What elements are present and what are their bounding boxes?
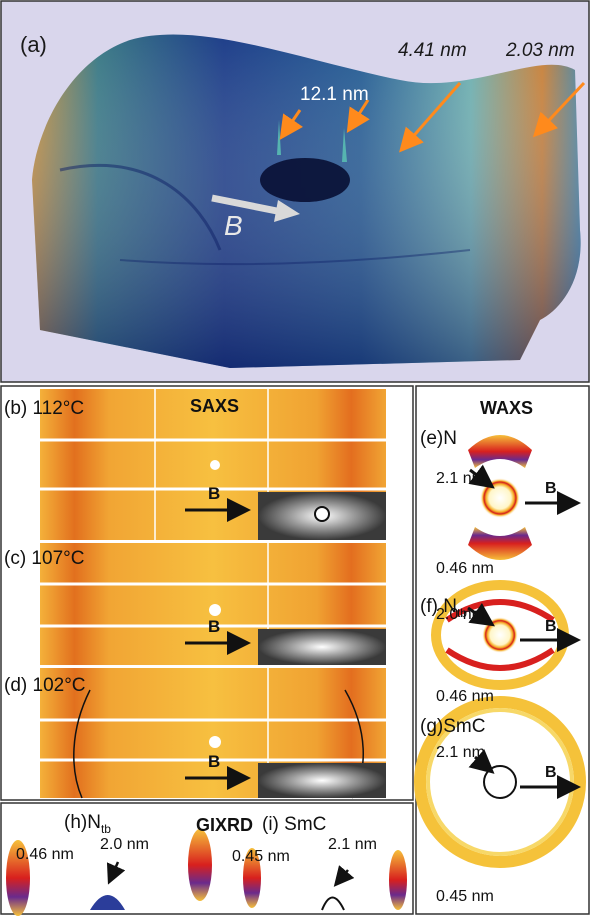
gixrd-i bbox=[243, 848, 407, 911]
waxs-e-outer: 0.46 nm bbox=[436, 560, 494, 577]
gixrd-i-outer: 0.45 nm bbox=[232, 848, 290, 865]
saxs-row-c bbox=[40, 543, 386, 665]
waxs-g bbox=[414, 696, 586, 868]
waxs-e-field: B bbox=[545, 480, 557, 497]
gixrd-h-outer: 0.46 nm bbox=[16, 846, 74, 863]
gixrd-title: GIXRD bbox=[196, 815, 254, 835]
saxs-field-d: B bbox=[208, 752, 221, 771]
arrow-441nm bbox=[399, 82, 462, 153]
peak-label-441nm: 4.41 nm bbox=[398, 40, 467, 61]
waxs-e-inner: 2.1 nm bbox=[436, 470, 485, 487]
waxs-label-g: (g)SmC bbox=[420, 716, 486, 737]
waxs-f-field: B bbox=[545, 618, 557, 635]
saxs-field-b: B bbox=[208, 484, 221, 503]
saxs-label-d: (d) 102°C bbox=[4, 675, 86, 696]
gixrd-h-inner: 2.0 nm bbox=[100, 836, 149, 853]
gixrd-label-h: (h)Ntb bbox=[64, 812, 111, 836]
waxs-title: WAXS bbox=[480, 398, 534, 418]
waxs-label-e: (e)N bbox=[420, 428, 457, 449]
waxs-f bbox=[431, 580, 581, 690]
waxs-g-outer: 0.45 nm bbox=[436, 888, 494, 905]
saxs-label-b: (b) 112°C bbox=[4, 398, 85, 419]
gixrd-label-i: (i) SmC bbox=[262, 814, 327, 835]
arrow-12nm-right bbox=[346, 99, 370, 134]
saxs-field-c: B bbox=[208, 617, 221, 636]
waxs-f-outer: 0.46 nm bbox=[436, 688, 494, 705]
peak-label-12nm: 12.1 nm bbox=[300, 84, 369, 105]
saxs-label-c: (c) 107°C bbox=[4, 548, 85, 569]
waxs-label-f: (f) Ntb bbox=[420, 596, 467, 620]
peak-right bbox=[342, 128, 347, 162]
waxs-f-inner: 2.0 nm bbox=[436, 606, 485, 623]
panel-a-surface bbox=[32, 34, 581, 369]
waxs-g-field: B bbox=[545, 764, 557, 781]
saxs-row-d bbox=[40, 668, 386, 799]
waxs-g-inner: 2.1 nm bbox=[436, 744, 485, 761]
gixrd-h bbox=[6, 829, 212, 916]
arrow-203nm bbox=[532, 81, 586, 138]
saxs-row-b bbox=[40, 389, 386, 540]
arrow-12nm-left bbox=[279, 109, 304, 140]
field-arrow-a bbox=[211, 194, 300, 222]
peak-left bbox=[277, 120, 281, 155]
gixrd-i-inner: 2.1 nm bbox=[328, 836, 377, 853]
panel-a-label: (a) bbox=[20, 32, 47, 57]
peak-label-203nm: 2.03 nm bbox=[506, 40, 575, 61]
waxs-e bbox=[468, 435, 581, 560]
saxs-title: SAXS bbox=[190, 396, 240, 416]
field-label-a: B bbox=[224, 210, 243, 241]
